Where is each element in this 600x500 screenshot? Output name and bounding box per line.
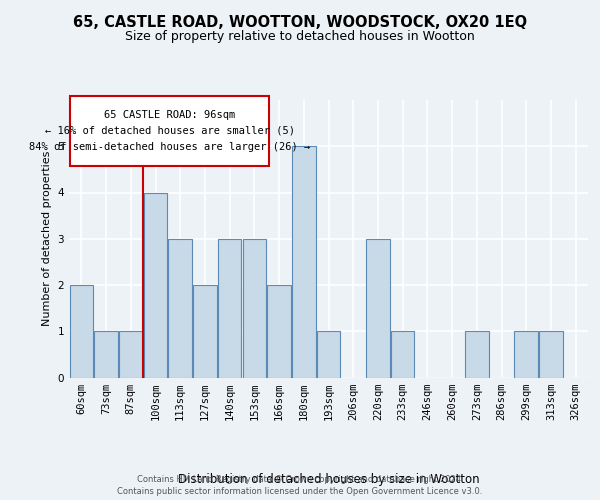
Bar [391, 331, 415, 378]
Text: 65 CASTLE ROAD: 96sqm
← 16% of detached houses are smaller (5)
84% of semi-detac: 65 CASTLE ROAD: 96sqm ← 16% of detached … [29, 110, 310, 152]
Bar [366, 239, 389, 378]
Bar [70, 285, 93, 378]
Bar [193, 285, 217, 378]
Bar [242, 239, 266, 378]
Bar [218, 239, 241, 378]
Bar [144, 192, 167, 378]
Text: Contains HM Land Registry data © Crown copyright and database right 2024.: Contains HM Land Registry data © Crown c… [137, 476, 463, 484]
Text: Contains public sector information licensed under the Open Government Licence v3: Contains public sector information licen… [118, 486, 482, 496]
Bar [465, 331, 488, 378]
X-axis label: Distribution of detached houses by size in Wootton: Distribution of detached houses by size … [178, 472, 479, 486]
Text: Size of property relative to detached houses in Wootton: Size of property relative to detached ho… [125, 30, 475, 43]
Bar [317, 331, 340, 378]
Bar [268, 285, 291, 378]
Text: 65, CASTLE ROAD, WOOTTON, WOODSTOCK, OX20 1EQ: 65, CASTLE ROAD, WOOTTON, WOODSTOCK, OX2… [73, 15, 527, 30]
FancyBboxPatch shape [70, 96, 269, 166]
Bar [94, 331, 118, 378]
Bar [539, 331, 563, 378]
Bar [292, 146, 316, 378]
Bar [169, 239, 192, 378]
Bar [514, 331, 538, 378]
Y-axis label: Number of detached properties: Number of detached properties [42, 151, 52, 326]
Bar [119, 331, 143, 378]
